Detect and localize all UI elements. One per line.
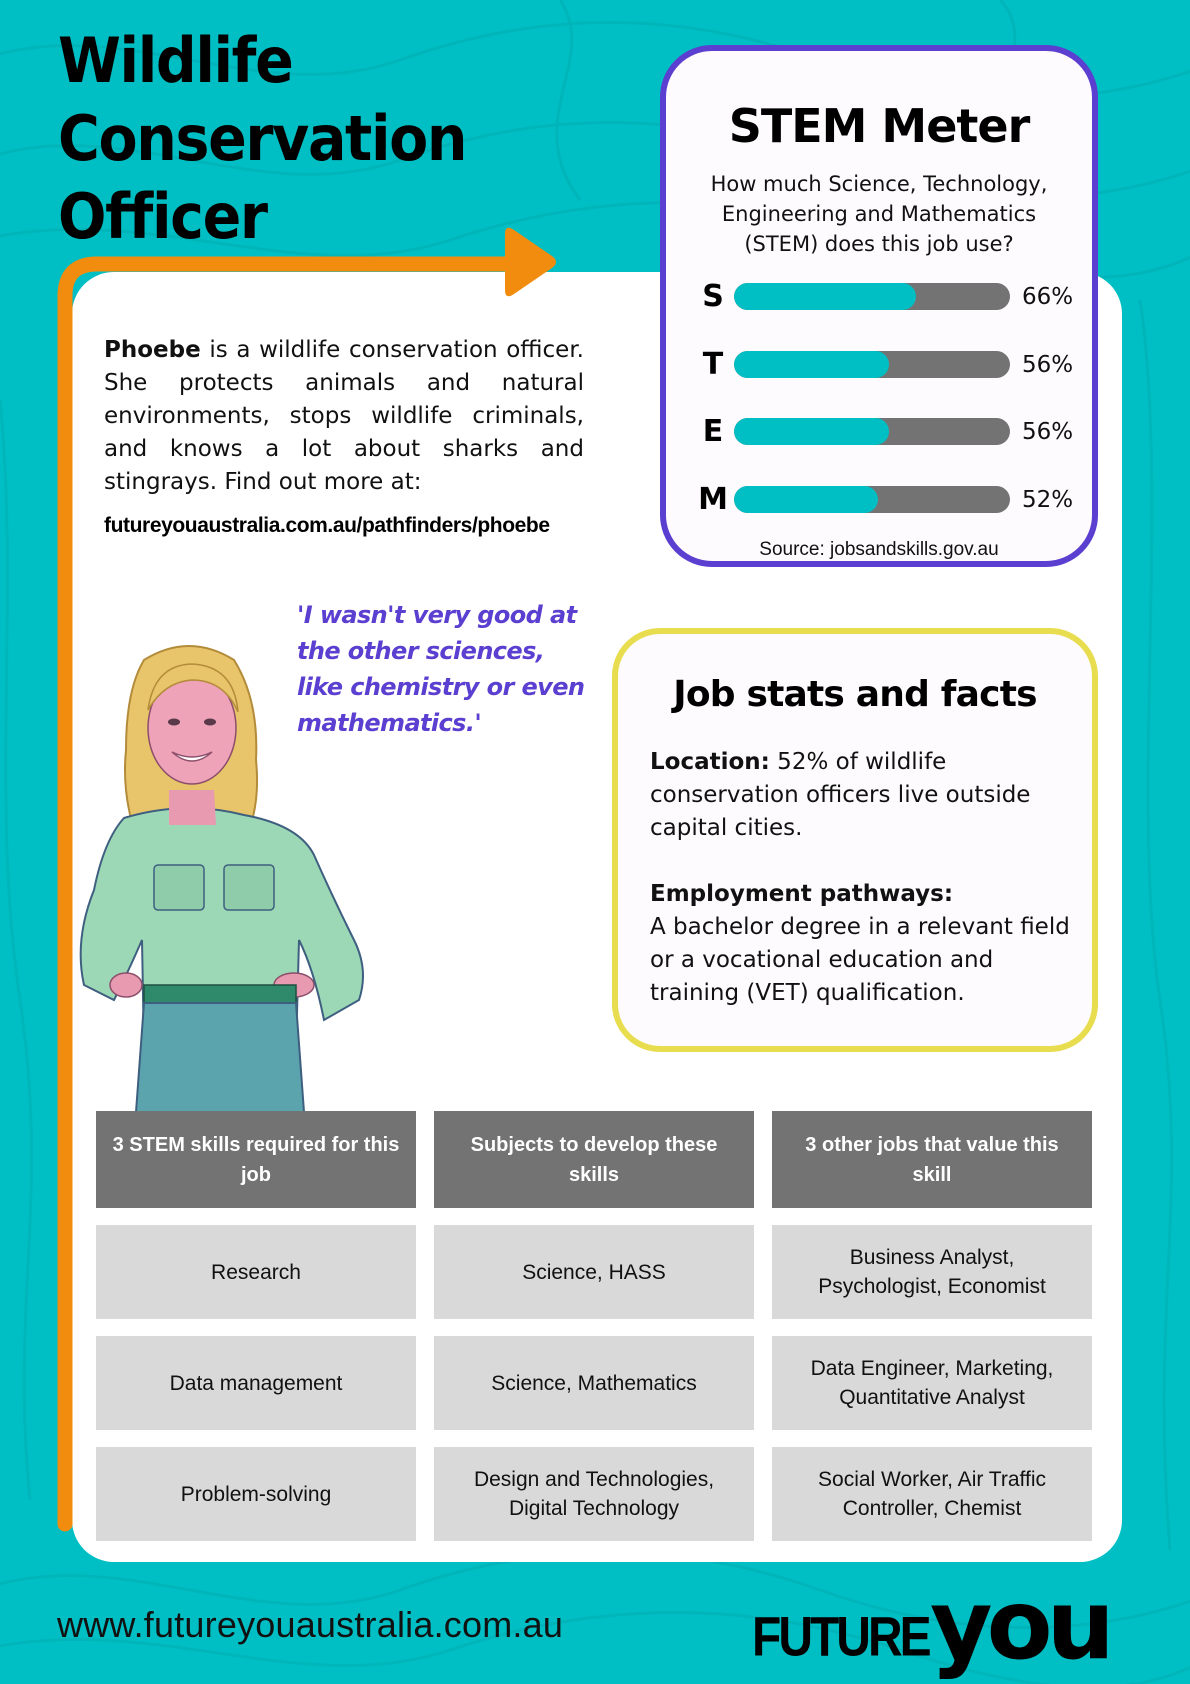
footer-website-link[interactable]: www.futureyouaustralia.com.au bbox=[57, 1604, 564, 1645]
table-header-other-jobs: 3 other jobs that value this skill bbox=[772, 1111, 1092, 1208]
table-header-subjects: Subjects to develop these skills bbox=[434, 1111, 754, 1208]
page-title: Wildlife Conservation Officer bbox=[58, 22, 468, 256]
location-label: Location: bbox=[650, 749, 770, 775]
stem-letter: E bbox=[702, 414, 724, 449]
stem-percent: 66% bbox=[1022, 284, 1074, 310]
phoebe-illustration bbox=[79, 645, 364, 1112]
stem-meter-description: How much Science, Technology, Engineerin… bbox=[710, 172, 1048, 256]
logo-you: you bbox=[930, 1582, 1109, 1681]
stem-bar-fill bbox=[734, 486, 878, 513]
stem-row-engineering: E 56% bbox=[696, 415, 1076, 449]
futureyou-logo: FUTURE you bbox=[752, 1582, 1115, 1681]
stem-row-technology: T 56% bbox=[696, 348, 1076, 382]
pathways-text: A bachelor degree in a relevant field or… bbox=[650, 914, 1070, 1006]
table-header-skills: 3 STEM skills required for this job bbox=[96, 1111, 416, 1208]
stem-percent: 52% bbox=[1022, 487, 1074, 513]
intro-paragraph: Phoebe is a wildlife conservation office… bbox=[104, 334, 584, 499]
title-line-1: Wildlife bbox=[58, 24, 294, 97]
phoebe-quote: 'I wasn't very good at the other science… bbox=[297, 601, 585, 737]
stem-bar-track bbox=[734, 486, 1010, 513]
stem-row-mathematics: M 52% bbox=[696, 483, 1076, 517]
stem-bar-track bbox=[734, 418, 1010, 445]
job-facts-card: Job stats and facts Location: 52% of wil… bbox=[612, 628, 1098, 1052]
title-line-3: Officer bbox=[58, 180, 268, 253]
table-cell-skill: Research bbox=[96, 1225, 416, 1319]
table-cell-other-jobs: Business Analyst, Psychologist, Economis… bbox=[772, 1225, 1092, 1319]
intro-name: Phoebe bbox=[104, 337, 201, 363]
stem-meter-title: STEM Meter bbox=[728, 99, 1031, 153]
stem-letter: T bbox=[702, 347, 724, 382]
title-line-2: Conservation bbox=[58, 102, 468, 175]
stem-percent: 56% bbox=[1022, 352, 1074, 378]
table-cell-subjects: Science, Mathematics bbox=[434, 1336, 754, 1430]
stem-bar-fill bbox=[734, 283, 917, 310]
table-cell-subjects: Design and Technologies, Digital Technol… bbox=[434, 1447, 754, 1541]
stem-meter-source: Source: jobsandskills.gov.au bbox=[759, 539, 999, 560]
intro-text: is a wildlife conservation officer. She … bbox=[104, 337, 584, 495]
stem-row-science: S 66% bbox=[696, 280, 1076, 314]
stem-bar-fill bbox=[734, 351, 889, 378]
table-cell-other-jobs: Data Engineer, Marketing, Quantitative A… bbox=[772, 1336, 1092, 1430]
table-cell-skill: Data management bbox=[96, 1336, 416, 1430]
job-facts-body: Location: 52% of wildlife conservation o… bbox=[650, 746, 1072, 1010]
stem-bar-fill bbox=[734, 418, 889, 445]
job-facts-title: Job stats and facts bbox=[673, 674, 1037, 715]
location-text: 52% of wildlife conservation officers li… bbox=[650, 749, 1031, 841]
table-cell-skill: Problem-solving bbox=[96, 1447, 416, 1541]
location-fact: Location: 52% of wildlife conservation o… bbox=[650, 746, 1072, 845]
stem-letter: M bbox=[698, 482, 728, 517]
stem-meter-card: STEM Meter How much Science, Technology,… bbox=[660, 45, 1098, 567]
stem-bar-track bbox=[734, 351, 1010, 378]
skills-table: 3 STEM skills required for this job Subj… bbox=[96, 1111, 1092, 1541]
stem-percent: 56% bbox=[1022, 419, 1074, 445]
table-cell-subjects: Science, HASS bbox=[434, 1225, 754, 1319]
logo-future: FUTURE bbox=[752, 1605, 930, 1667]
stem-letter: S bbox=[702, 279, 724, 314]
pathways-label: Employment pathways: bbox=[650, 881, 954, 907]
pathfinder-link[interactable]: futureyouaustralia.com.au/pathfinders/ph… bbox=[104, 514, 550, 537]
stem-bar-track bbox=[734, 283, 1010, 310]
table-cell-other-jobs: Social Worker, Air Traffic Controller, C… bbox=[772, 1447, 1092, 1541]
orange-arrow-icon bbox=[57, 227, 556, 1532]
